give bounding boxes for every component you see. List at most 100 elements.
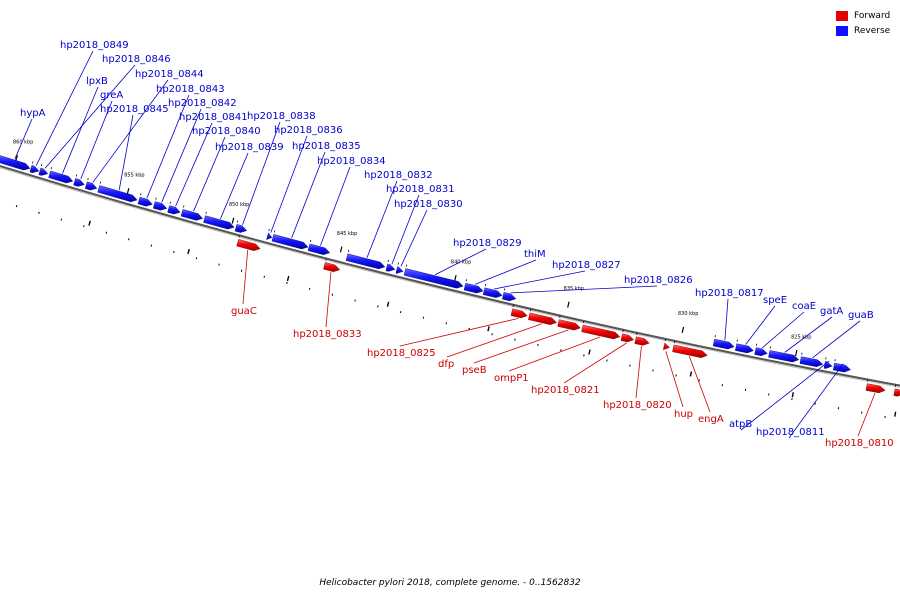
- gene-boundary-tick: [326, 259, 327, 261]
- gene-label-hp2018_0830[interactable]: hp2018_0830: [394, 199, 463, 210]
- gene-label-hp2018_0845[interactable]: hp2018_0845: [100, 104, 169, 115]
- gene-label-hp2018_0829[interactable]: hp2018_0829: [453, 238, 522, 249]
- gene-label-dfp[interactable]: dfp: [438, 359, 454, 370]
- gene-hp2018_0840[interactable]: [181, 209, 203, 220]
- gene-label-guaB[interactable]: guaB: [848, 310, 874, 321]
- gene-hp2018_0825[interactable]: [511, 309, 527, 318]
- gene-label-hp2018_0821[interactable]: hp2018_0821: [531, 385, 600, 396]
- gene-hp2018_0827[interactable]: [483, 288, 502, 298]
- gene-hp2018_0830[interactable]: [396, 266, 403, 273]
- gene-hp2018_0843[interactable]: [138, 197, 152, 206]
- gene-hp2018_0811b[interactable]: [894, 389, 900, 397]
- gene-hp2018_0821[interactable]: [621, 334, 634, 342]
- gene-label-hp2018_0841[interactable]: hp2018_0841: [179, 112, 248, 123]
- gene-label-hp2018_0846[interactable]: hp2018_0846: [102, 54, 171, 65]
- leader-hp2018_0839: [220, 153, 248, 219]
- minor-tick: [151, 245, 152, 247]
- gene-label-hp2018_0834[interactable]: hp2018_0834: [317, 156, 386, 167]
- gene-label-ompP1[interactable]: ompP1: [494, 373, 529, 384]
- gene-thiM[interactable]: [464, 283, 483, 293]
- gene-label-hp2018_0835[interactable]: hp2018_0835: [292, 141, 361, 152]
- leader-hp2018_0833: [326, 272, 331, 327]
- gene-hp2018_0844[interactable]: [85, 182, 97, 190]
- gene-label-hp2018_0833[interactable]: hp2018_0833: [293, 329, 362, 340]
- gene-hp2018_0836[interactable]: [267, 233, 272, 240]
- gene-hp2018_0842[interactable]: [153, 202, 167, 211]
- minor-tick: [106, 232, 107, 234]
- gene-label-atpB[interactable]: atpB: [729, 419, 752, 430]
- leader-hp2018_0842: [162, 109, 201, 202]
- leader-atpB: [741, 361, 829, 430]
- mid-tick: [89, 221, 90, 226]
- gene-label-hp2018_0840[interactable]: hp2018_0840: [192, 126, 261, 137]
- gene-coaE[interactable]: [755, 348, 768, 356]
- gene-label-hp2018_0817[interactable]: hp2018_0817: [695, 288, 764, 299]
- gene-label-hp2018_0831[interactable]: hp2018_0831: [386, 184, 455, 195]
- tick-label: 825 kbp: [791, 334, 811, 340]
- mid-tick: [387, 302, 388, 307]
- gene-hp2018_0838[interactable]: [235, 224, 247, 232]
- gene-label-hp2018_0832[interactable]: hp2018_0832: [364, 170, 433, 181]
- leader-hp2018_0817: [725, 299, 728, 340]
- gene-label-hp2018_0836[interactable]: hp2018_0836: [274, 125, 343, 136]
- gene-label-hp2018_0842[interactable]: hp2018_0842: [168, 98, 237, 109]
- gene-label-hp2018_0826[interactable]: hp2018_0826: [624, 275, 693, 286]
- leader-pseB: [474, 330, 568, 363]
- gene-hp2018_0810[interactable]: [866, 384, 885, 393]
- minor-tick: [241, 270, 242, 272]
- major-tick: [340, 247, 342, 253]
- gene-label-hp2018_0849[interactable]: hp2018_0849: [60, 40, 129, 51]
- gene-label-hup[interactable]: hup: [674, 409, 693, 420]
- gene-label-guaC[interactable]: guaC: [231, 306, 257, 317]
- legend-item-forward: Forward: [836, 8, 898, 23]
- gene-label-pseB[interactable]: pseB: [462, 365, 487, 376]
- gene-label-hp2018_0820[interactable]: hp2018_0820: [603, 400, 672, 411]
- gene-label-coaE[interactable]: coaE: [792, 301, 816, 312]
- gene-hp2018_0817[interactable]: [713, 339, 734, 349]
- gene-hp2018_0841[interactable]: [168, 206, 181, 215]
- gene-hup[interactable]: [663, 343, 669, 350]
- gene-boundary-tick: [76, 175, 77, 177]
- gene-label-hp2018_0843[interactable]: hp2018_0843: [156, 84, 225, 95]
- mid-tick: [188, 249, 189, 254]
- gene-hp2018_0833[interactable]: [323, 262, 339, 271]
- gene-label-hp2018_0811[interactable]: hp2018_0811: [756, 427, 825, 438]
- gene-guaB[interactable]: [800, 357, 823, 367]
- gene-label-hp2018_0827[interactable]: hp2018_0827: [552, 260, 621, 271]
- gene-boundary-tick: [183, 206, 184, 208]
- minor-tick: [129, 238, 130, 240]
- gene-label-engA[interactable]: engA: [698, 414, 724, 425]
- minor-tick: [219, 264, 220, 266]
- gene-greA[interactable]: [74, 178, 85, 186]
- tick-label: 855 kbp: [124, 173, 144, 179]
- gene-hp2018_0811[interactable]: [833, 363, 850, 372]
- gene-hp2018_0820[interactable]: [635, 337, 650, 346]
- gene-hp2018_0826[interactable]: [502, 292, 516, 301]
- gene-boundary-tick: [170, 202, 171, 204]
- gene-hp2018_0831[interactable]: [386, 264, 395, 271]
- gene-label-hp2018_0838[interactable]: hp2018_0838: [247, 111, 316, 122]
- gene-hp2018_0845[interactable]: [98, 185, 137, 201]
- gene-label-thiM[interactable]: thiM: [524, 249, 546, 260]
- gene-label-hp2018_0825[interactable]: hp2018_0825: [367, 348, 436, 359]
- gene-speE[interactable]: [735, 344, 753, 353]
- gene-label-lpxB[interactable]: lpxB: [86, 76, 108, 87]
- leader-hp2018_0821: [564, 343, 627, 383]
- minor-tick: [61, 219, 62, 221]
- gene-label-hp2018_0810[interactable]: hp2018_0810: [825, 438, 894, 449]
- gene-hp2018_0846[interactable]: [39, 168, 48, 176]
- gene-label-gatA[interactable]: gatA: [820, 306, 843, 317]
- gene-hp2018_0834[interactable]: [308, 244, 330, 255]
- tick-label: 850 kbp: [229, 202, 249, 208]
- gene-label-greA[interactable]: greA: [100, 90, 123, 101]
- gene-hp2018_0849[interactable]: [30, 165, 39, 173]
- gene-boundary-tick: [41, 164, 42, 166]
- gene-label-hp2018_0844[interactable]: hp2018_0844: [135, 69, 204, 80]
- gene-label-speE[interactable]: speE: [763, 295, 787, 306]
- gene-boundary-tick: [239, 235, 240, 237]
- gene-label-hp2018_0839[interactable]: hp2018_0839: [215, 142, 284, 153]
- gene-label-hypA[interactable]: hypA: [20, 108, 46, 119]
- gene-boundary-tick: [206, 212, 207, 214]
- mid-tick: [792, 392, 793, 397]
